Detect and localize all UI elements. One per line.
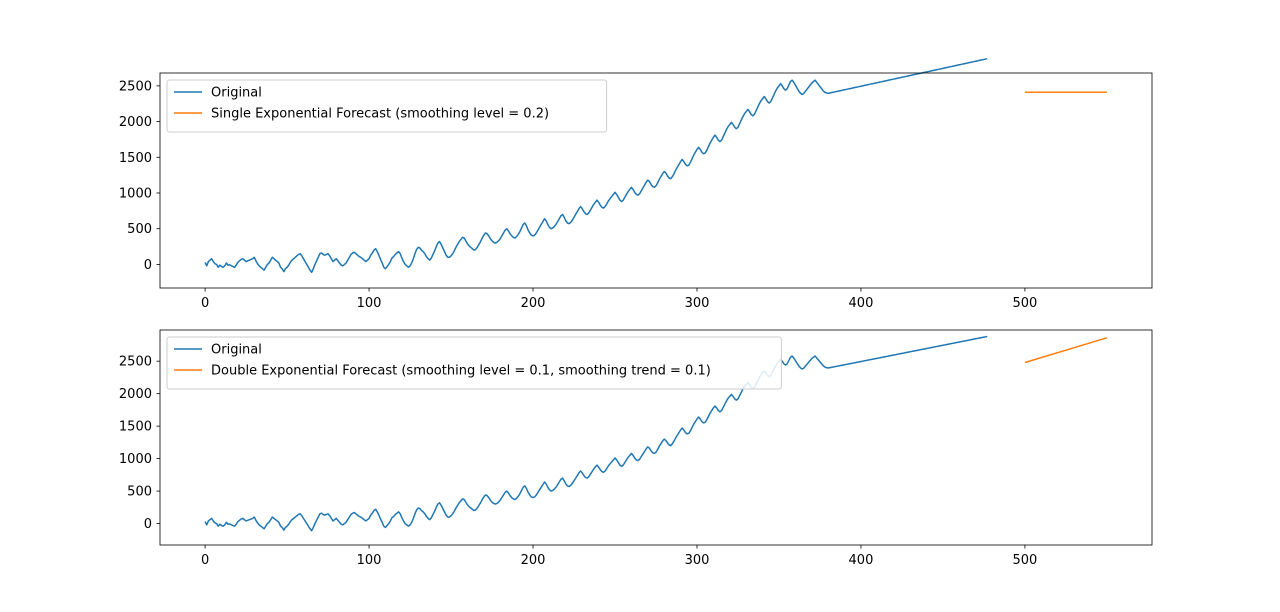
x-tick-label: 100: [357, 553, 382, 568]
axes-frame: [159, 72, 1153, 289]
x-tick-label: 300: [685, 553, 710, 568]
y-tick-label: 500: [127, 485, 152, 500]
x-tick-label: 400: [849, 553, 874, 568]
legend-label: Single Exponential Forecast (smoothing l…: [211, 107, 549, 122]
legend-label: Double Exponential Forecast (smoothing l…: [211, 364, 711, 379]
x-tick-label: 0: [201, 553, 209, 568]
y-tick-label: 0: [144, 258, 152, 273]
series-line-original: [204, 335, 988, 532]
y-tick-label: 1500: [119, 420, 152, 435]
series-line-original: [204, 57, 988, 274]
x-tick-label: 400: [849, 296, 874, 311]
legend-label: Original: [211, 343, 262, 358]
bottom-subplot: 0 100 200 300 400 500 0 500 1000 1500 2000 2500 Orig…: [119, 329, 1153, 568]
axes-frame: [159, 329, 1153, 546]
x-tick-label: 500: [1013, 296, 1038, 311]
top-subplot: 0 100 200 300 400 500 0 500 1000 1500 2000 2500 Orig…: [119, 57, 1153, 311]
y-tick-label: 0: [144, 517, 152, 532]
y-tick-label: 1000: [119, 452, 152, 467]
x-tick-label: 200: [521, 296, 546, 311]
legend: Original Single Exponential Forecast (smo…: [166, 79, 608, 133]
y-tick-label: 500: [127, 222, 152, 237]
x-tick-label: 500: [1013, 553, 1038, 568]
x-tick-label: 0: [201, 296, 209, 311]
legend-box: [166, 336, 782, 390]
series-line-forecast: [1024, 337, 1108, 364]
y-tick-label: 1000: [119, 187, 152, 202]
legend-label: Original: [211, 86, 262, 101]
y-tick-label: 2500: [119, 355, 152, 370]
y-tick-label: 2000: [119, 115, 152, 130]
y-tick-label: 2000: [119, 387, 152, 402]
legend-box: [166, 79, 608, 133]
legend: Original Double Exponential Forecast (smo…: [166, 336, 782, 390]
x-tick-label: 100: [357, 296, 382, 311]
y-tick-label: 2500: [119, 79, 152, 94]
y-tick-label: 1500: [119, 151, 152, 166]
x-tick-label: 300: [685, 296, 710, 311]
x-tick-label: 200: [521, 553, 546, 568]
